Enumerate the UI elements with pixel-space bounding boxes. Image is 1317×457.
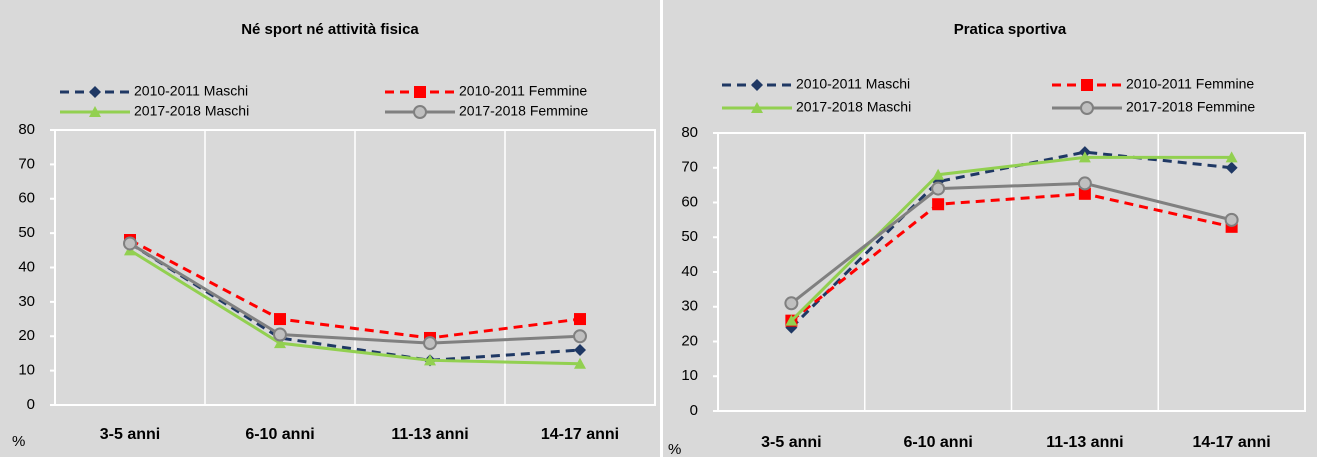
y-tick-label: 70 [18,155,35,172]
y-tick-label: 0 [690,402,698,419]
y-tick-label: 60 [18,190,35,207]
x-tick-label: 11-13 anni [391,426,468,443]
marker [414,86,426,98]
y-tick-label: 80 [18,121,35,138]
y-axis-label: % [12,433,25,450]
y-tick-label: 20 [681,332,698,349]
chart-title: Né sport né attività fisica [241,21,419,38]
x-tick-label: 14-17 anni [1192,434,1270,451]
marker [1081,79,1093,91]
marker [1225,151,1238,163]
marker [1224,212,1239,227]
legend-label: 2010-2011 Femmine [459,83,587,99]
legend-label: 2010-2011 Maschi [796,76,910,92]
x-tick-label: 6-10 anni [903,434,972,451]
marker [573,329,587,344]
y-tick-label: 30 [18,293,35,310]
marker [274,313,286,326]
series-line [790,192,1232,322]
marker [574,313,586,326]
marker [273,327,287,342]
y-tick-label: 60 [681,193,698,210]
marker [1225,161,1238,174]
y-tick-label: 40 [18,258,35,275]
series-line [129,249,581,366]
y-tick-label: 70 [681,159,698,176]
marker [932,168,945,180]
marker [423,336,437,351]
y-tick-label: 30 [681,298,698,315]
x-tick-label: 14-17 anni [541,426,619,443]
marker [274,337,286,349]
legend-label: 2010-2011 Maschi [134,83,248,99]
y-tick-label: 50 [681,228,698,245]
marker [574,344,586,356]
y-tick-label: 20 [18,327,35,344]
divider [660,0,663,457]
marker [123,236,137,251]
x-tick-label: 6-10 anni [245,426,314,443]
marker [751,79,763,91]
y-tick-label: 50 [18,224,35,241]
marker [1078,187,1091,200]
y-tick-label: 80 [681,124,698,141]
legend-label: 2017-2018 Maschi [796,99,911,115]
marker [413,105,427,119]
legend-label: 2017-2018 Femmine [459,103,588,119]
marker [932,198,945,211]
x-tick-label: 11-13 anni [1046,434,1123,451]
marker [574,357,586,369]
legend-label: 2010-2011 Femmine [1126,76,1254,92]
marker [1078,151,1091,163]
marker [1077,176,1092,191]
legend-label: 2017-2018 Femmine [1126,99,1255,115]
x-tick-label: 3-5 anni [100,426,160,443]
marker [1080,101,1094,115]
chart-title: Pratica sportiva [954,21,1067,38]
series-line [129,242,581,345]
y-tick-label: 0 [27,396,35,413]
marker [424,354,436,366]
marker [785,314,798,326]
marker [89,86,101,98]
marker [89,106,101,117]
y-tick-label: 10 [681,367,698,384]
marker [751,102,763,113]
x-tick-label: 3-5 anni [761,434,821,451]
series-line [129,238,581,340]
marker [784,296,799,311]
marker [931,181,946,196]
legend-label: 2017-2018 Maschi [134,103,249,119]
series-line [790,181,1232,305]
y-tick-label: 10 [18,362,35,379]
y-axis-label: % [668,441,681,457]
y-tick-label: 40 [681,263,698,280]
